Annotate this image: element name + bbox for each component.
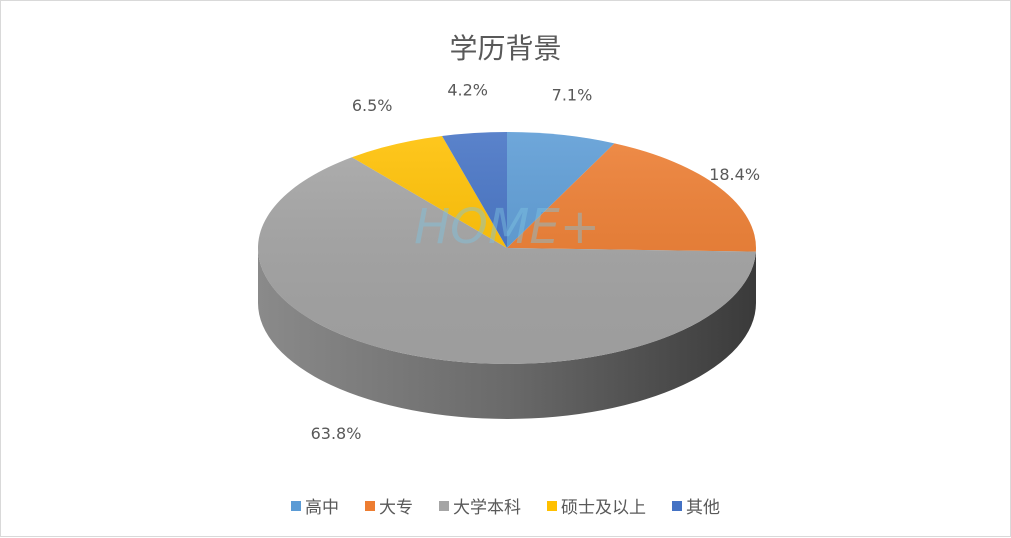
watermark-logo: HOME+ [414,199,600,255]
data-label-3: 63.8% [311,424,362,443]
data-label-4: 6.5% [352,96,393,115]
data-label-1: 7.1% [552,85,593,104]
legend-swatch [672,500,682,511]
legend-item-5: 其他 [672,493,720,518]
legend-item-4: 硕士及以上 [547,493,646,518]
legend-item-2: 大专 [365,493,413,518]
legend-swatch [439,500,449,511]
legend-label: 硕士及以上 [561,498,646,518]
legend-item-3: 大学本科 [439,493,521,518]
legend-label: 高中 [305,498,339,518]
chart-title: 学历背景 [449,32,562,65]
legend-label: 大专 [379,498,413,518]
legend-label: 大学本科 [453,498,521,518]
legend-swatch [365,500,375,511]
legend-item-1: 高中 [291,493,339,518]
pie-top-shade [258,132,756,364]
legend-label: 其他 [686,498,720,518]
data-label-5: 4.2% [447,80,488,99]
legend: 高中 大专 大学本科 硕士及以上 其他 [1,493,1010,518]
data-label-2: 18.4% [709,165,760,184]
pie-side-wall [258,248,756,419]
legend-swatch [291,500,301,511]
legend-swatch [547,500,557,511]
